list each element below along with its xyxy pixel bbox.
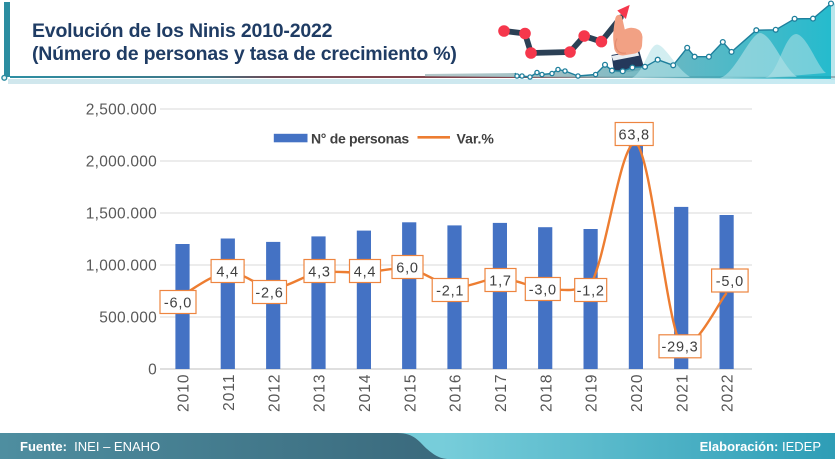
svg-text:2022: 2022 bbox=[720, 374, 737, 412]
svg-text:1,500.000: 1,500.000 bbox=[86, 206, 157, 223]
svg-text:500.000: 500.000 bbox=[99, 310, 157, 327]
svg-text:2016: 2016 bbox=[448, 374, 465, 412]
svg-text:4,4: 4,4 bbox=[216, 264, 239, 280]
svg-text:2010: 2010 bbox=[176, 374, 193, 412]
svg-text:2021: 2021 bbox=[674, 374, 691, 412]
svg-text:1,7: 1,7 bbox=[489, 273, 512, 289]
svg-text:-3,0: -3,0 bbox=[529, 282, 557, 298]
svg-text:-29,3: -29,3 bbox=[661, 340, 698, 356]
svg-text:2012: 2012 bbox=[266, 374, 283, 412]
svg-text:2015: 2015 bbox=[402, 374, 419, 412]
svg-text:2019: 2019 bbox=[584, 374, 601, 412]
svg-text:2014: 2014 bbox=[357, 374, 374, 412]
svg-text:63,8: 63,8 bbox=[618, 127, 649, 143]
svg-text:2,000.000: 2,000.000 bbox=[86, 154, 157, 171]
svg-text:-2,1: -2,1 bbox=[436, 283, 464, 299]
svg-text:-2,6: -2,6 bbox=[255, 285, 283, 301]
svg-text:-1,2: -1,2 bbox=[577, 283, 605, 299]
svg-text:2,500.000: 2,500.000 bbox=[86, 102, 157, 119]
svg-text:Var.%: Var.% bbox=[457, 131, 495, 147]
svg-text:0: 0 bbox=[148, 362, 157, 379]
svg-text:-5,0: -5,0 bbox=[716, 274, 744, 290]
svg-text:N° de personas: N° de personas bbox=[311, 131, 409, 147]
svg-text:-6,0: -6,0 bbox=[164, 295, 192, 311]
svg-text:1,000.000: 1,000.000 bbox=[86, 258, 157, 275]
svg-text:2018: 2018 bbox=[538, 374, 555, 412]
svg-text:2011: 2011 bbox=[221, 374, 238, 411]
svg-text:4,4: 4,4 bbox=[354, 264, 377, 280]
svg-text:2013: 2013 bbox=[312, 374, 329, 412]
svg-text:2017: 2017 bbox=[493, 374, 510, 412]
svg-text:4,3: 4,3 bbox=[308, 264, 331, 280]
svg-text:6,0: 6,0 bbox=[396, 260, 419, 276]
svg-text:2020: 2020 bbox=[629, 374, 646, 412]
